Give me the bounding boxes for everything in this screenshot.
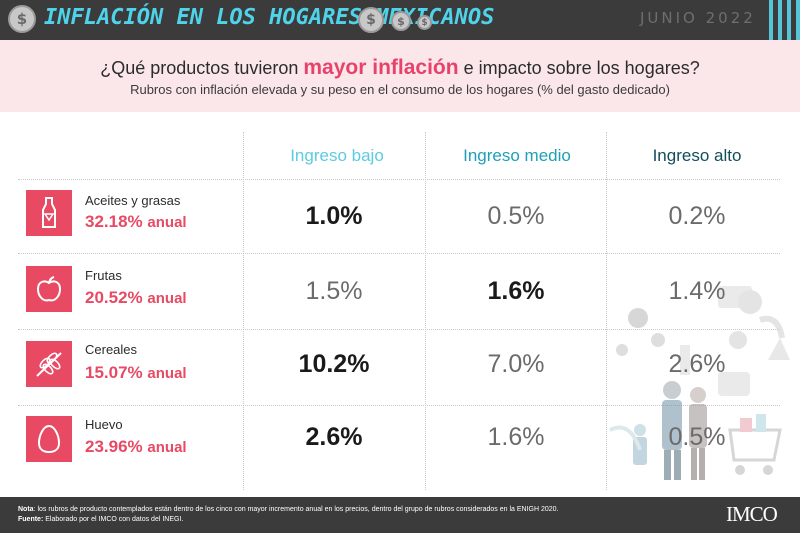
person-icon bbox=[690, 387, 706, 403]
coin-icon: $ bbox=[391, 11, 411, 31]
product-rate: 23.96% anual bbox=[85, 437, 187, 456]
cheese-icon bbox=[768, 338, 790, 360]
footer bbox=[0, 497, 800, 533]
banana-icon bbox=[759, 315, 785, 339]
apple-icon bbox=[26, 266, 72, 312]
product-rate: 20.52% anual bbox=[85, 288, 187, 307]
value-cell: 1.5% bbox=[305, 277, 363, 305]
person-icon bbox=[689, 404, 707, 448]
product-name: Cereales bbox=[85, 342, 138, 357]
value-cell: 0.2% bbox=[668, 202, 726, 230]
cheese-icon bbox=[738, 290, 762, 314]
product-name: Huevo bbox=[85, 417, 123, 432]
banner-stripe bbox=[764, 0, 800, 40]
value-cell: 0.5% bbox=[487, 202, 545, 230]
row-divider bbox=[18, 253, 780, 254]
source-text: Elaborado por el IMCO con datos del INEG… bbox=[43, 516, 184, 523]
value-cell: 0.5% bbox=[668, 423, 726, 451]
question-after: e impacto sobre los hogares? bbox=[463, 58, 700, 78]
household-illustration bbox=[609, 286, 790, 480]
row-divider bbox=[18, 329, 780, 330]
coin-icon: $ bbox=[417, 15, 432, 30]
value-cell: 10.2% bbox=[298, 350, 370, 378]
value-cell: 1.0% bbox=[305, 202, 363, 230]
product-name: Frutas bbox=[85, 268, 122, 283]
person-icon bbox=[662, 400, 682, 450]
value-cell: 1.4% bbox=[668, 277, 726, 305]
imco-logo: IMCO bbox=[726, 502, 778, 526]
coin-icon: $ bbox=[8, 5, 36, 33]
report-date: JUNIO 2022 bbox=[640, 9, 756, 27]
egg-icon bbox=[26, 416, 72, 462]
question-highlight: mayor inflación bbox=[303, 56, 459, 79]
column-divider bbox=[243, 132, 244, 490]
coin-icon: $ bbox=[358, 7, 384, 33]
oil-bottle-icon bbox=[26, 190, 72, 236]
coin-icon bbox=[651, 333, 665, 347]
source-label: Fuente: bbox=[18, 516, 44, 523]
coin-icon bbox=[628, 308, 648, 328]
subtitle: Rubros con inflación elevada y su peso e… bbox=[130, 82, 670, 97]
question-band bbox=[0, 40, 800, 112]
apple-icon bbox=[729, 331, 747, 349]
question-before: ¿Qué productos tuvieron bbox=[100, 58, 299, 78]
product-rate: 15.07% anual bbox=[85, 363, 187, 382]
bottle-icon bbox=[680, 345, 690, 375]
column-divider bbox=[425, 132, 426, 490]
value-cell: 2.6% bbox=[668, 350, 726, 378]
row-divider bbox=[18, 405, 780, 406]
coin-icon bbox=[616, 344, 628, 356]
question-heading: ¿Qué productos tuvieron mayor inflación … bbox=[0, 56, 800, 80]
value-cell: 7.0% bbox=[487, 350, 545, 378]
value-cell: 1.6% bbox=[487, 423, 545, 451]
note-text: : los rubros de producto contemplados es… bbox=[33, 506, 559, 513]
product-rate: 32.18% anual bbox=[85, 212, 187, 231]
note-label: Nota bbox=[18, 506, 34, 513]
column-header-ingreso-medio: Ingreso medio bbox=[463, 146, 571, 165]
column-header-ingreso-alto: Ingreso alto bbox=[652, 146, 742, 165]
person-icon bbox=[634, 424, 646, 436]
footer-note: Nota: los rubros de producto contemplado… bbox=[18, 505, 558, 525]
value-cell: 2.6% bbox=[305, 423, 363, 451]
column-header-ingreso-bajo: Ingreso bajo bbox=[290, 146, 384, 165]
row-divider bbox=[18, 179, 780, 180]
wheat-icon bbox=[26, 341, 72, 387]
value-cell: 1.6% bbox=[487, 277, 545, 305]
column-divider bbox=[606, 132, 607, 490]
bread-icon bbox=[718, 372, 750, 396]
person-icon bbox=[663, 381, 681, 399]
product-name: Aceites y grasas bbox=[85, 193, 181, 208]
